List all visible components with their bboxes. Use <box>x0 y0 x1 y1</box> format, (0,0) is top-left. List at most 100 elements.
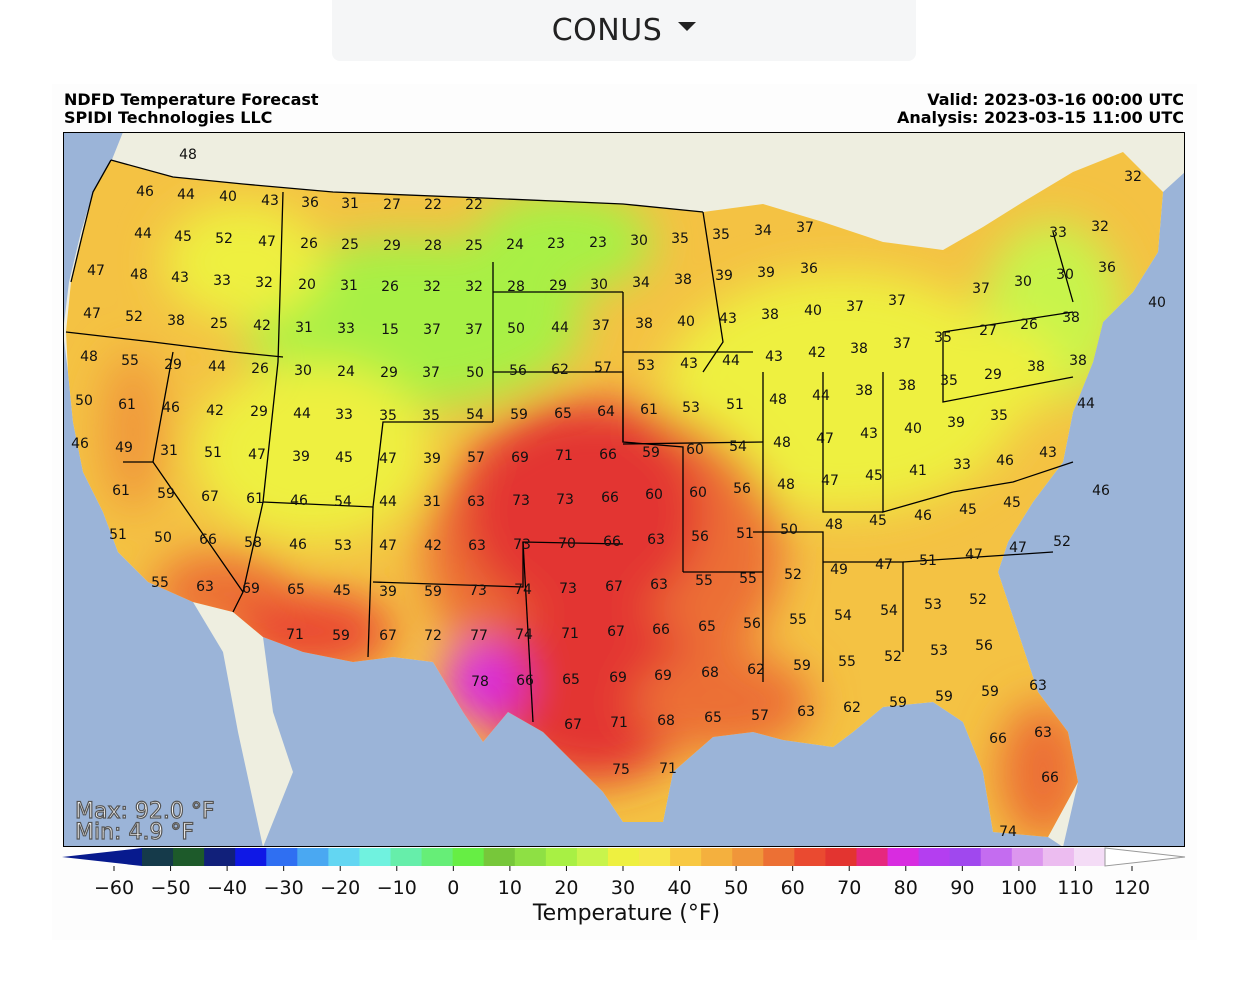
colorbar: −60 −50 −40 −30 −20 −10 0 10 20 30 40 50 60 70 80 90 100… <box>62 847 1186 896</box>
temperature-label: 46 <box>290 493 308 509</box>
temperature-label: 40 <box>904 421 922 437</box>
colorbar-tick-label: −30 <box>264 877 304 896</box>
temperature-label: 58 <box>244 535 262 551</box>
temperature-label: 47 <box>1009 540 1027 556</box>
temperature-label: 35 <box>712 227 730 243</box>
temperature-label: 66 <box>199 532 217 548</box>
pacific-ocean-north <box>63 132 123 332</box>
temperature-label: 66 <box>652 622 670 638</box>
temperature-label: 43 <box>719 311 737 327</box>
temperature-label: 38 <box>674 272 692 288</box>
temperature-label: 69 <box>609 670 627 686</box>
temperature-label: 52 <box>969 592 987 608</box>
temperature-label: 47 <box>965 547 983 563</box>
colorbar-cell <box>452 848 485 866</box>
temperature-label: 67 <box>605 579 623 595</box>
temperature-label: 73 <box>559 581 577 597</box>
temperature-label: 32 <box>255 275 273 291</box>
temperature-label: 68 <box>701 665 719 681</box>
valid-time: Valid: 2023-03-16 00:00 UTC <box>927 90 1184 109</box>
temperature-label: 56 <box>743 616 761 632</box>
temperature-field <box>66 152 1163 837</box>
temperature-label: 38 <box>1069 353 1087 369</box>
temperature-label: 33 <box>1049 225 1067 241</box>
colorbar-tick-label: 90 <box>950 877 974 896</box>
temperature-label: 44 <box>134 226 152 242</box>
temperature-label: 55 <box>789 612 807 628</box>
colorbar-cell <box>173 848 205 866</box>
temperature-label: 37 <box>592 318 610 334</box>
temperature-label: 65 <box>554 406 572 422</box>
colorbar-cell <box>794 848 827 866</box>
colorbar-cell <box>980 848 1013 866</box>
region-dropdown[interactable]: CONUS <box>332 0 916 61</box>
temperature-label: 59 <box>332 628 350 644</box>
temperature-label: 36 <box>301 195 319 211</box>
temperature-label: 45 <box>335 450 353 466</box>
temperature-label: 48 <box>130 267 148 283</box>
temperature-label: 50 <box>507 321 525 337</box>
temperature-label: 59 <box>157 486 175 502</box>
temperature-label: 24 <box>337 364 355 380</box>
temperature-label: 30 <box>1014 274 1032 290</box>
temperature-label: 53 <box>930 643 948 659</box>
colorbar-cell <box>887 848 920 866</box>
temperature-label: 30 <box>294 363 312 379</box>
colorbar-cell <box>639 848 671 866</box>
temperature-label: 20 <box>298 277 316 293</box>
temperature-label: 33 <box>335 407 353 423</box>
temperature-label: 67 <box>379 628 397 644</box>
temperature-label: 43 <box>171 270 189 286</box>
temperature-label: 65 <box>698 619 716 635</box>
colorbar-cell <box>607 848 640 866</box>
temperature-label: 39 <box>292 449 310 465</box>
temperature-label: 73 <box>513 537 531 553</box>
temperature-label: 46 <box>914 508 932 524</box>
map-frame <box>63 132 1185 847</box>
temperature-label: 69 <box>242 581 260 597</box>
temperature-label: 71 <box>561 626 579 642</box>
temperature-label: 44 <box>722 353 740 369</box>
temperature-label: 72 <box>424 628 442 644</box>
temperature-label: 22 <box>424 197 442 213</box>
temperature-label: 27 <box>383 197 401 213</box>
temperature-label: 50 <box>780 522 798 538</box>
colorbar-cells <box>62 847 1186 867</box>
temperature-label: 43 <box>1039 445 1057 461</box>
colorbar-cell <box>390 848 423 866</box>
region-dropdown-label: CONUS <box>551 13 663 48</box>
temperature-label: 34 <box>632 275 650 291</box>
temperature-label: 28 <box>424 238 442 254</box>
temperature-label: 30 <box>1056 267 1074 283</box>
temperature-label: 25 <box>341 237 359 253</box>
temperature-label: 24 <box>506 237 524 253</box>
temperature-label: 44 <box>177 187 195 203</box>
temperature-label: 39 <box>757 265 775 281</box>
analysis-time: Analysis: 2023-03-15 11:00 UTC <box>896 108 1184 127</box>
figure-credit: SPIDI Technologies LLC <box>64 108 273 127</box>
temperature-label: 34 <box>754 223 772 239</box>
temperature-label: 31 <box>341 196 359 212</box>
temperature-label: 44 <box>1077 396 1095 412</box>
temperature-label: 69 <box>511 450 529 466</box>
temperature-label: 54 <box>834 608 852 624</box>
colorbar-tick-label: 120 <box>1114 877 1150 896</box>
temperature-label: 46 <box>162 400 180 416</box>
temperature-labels: 48 46 44 40 43 36 31 27 22 22 44 45 52 47 26 25 29 28 25 24… <box>71 147 1166 840</box>
temperature-label: 51 <box>204 445 222 461</box>
temperature-label: 57 <box>594 360 612 376</box>
temperature-label: 46 <box>289 537 307 553</box>
temperature-label: 61 <box>112 483 130 499</box>
temperature-label: 51 <box>919 553 937 569</box>
temperature-label: 54 <box>466 407 484 423</box>
temperature-label: 63 <box>650 577 668 593</box>
temperature-label: 52 <box>884 649 902 665</box>
temperature-label: 69 <box>654 668 672 684</box>
temperature-label: 29 <box>549 278 567 294</box>
temperature-label: 37 <box>465 322 483 338</box>
temperature-label: 36 <box>800 261 818 277</box>
temperature-label: 78 <box>471 674 489 690</box>
temperature-label: 65 <box>287 582 305 598</box>
temperature-label: 71 <box>659 761 677 777</box>
colorbar-tick-label: 50 <box>724 877 748 896</box>
